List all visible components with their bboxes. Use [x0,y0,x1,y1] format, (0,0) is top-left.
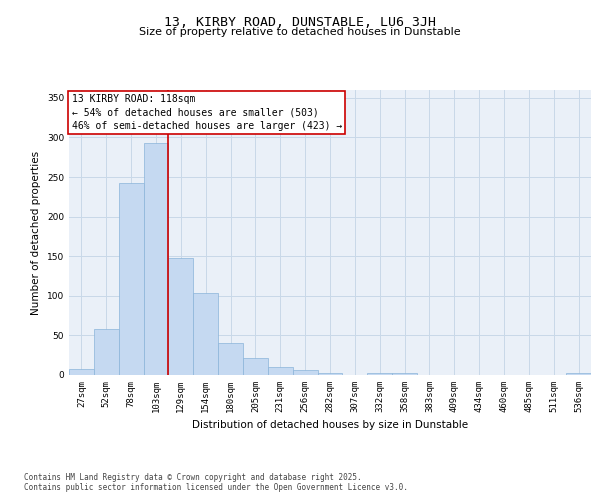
Text: Size of property relative to detached houses in Dunstable: Size of property relative to detached ho… [139,27,461,37]
Y-axis label: Number of detached properties: Number of detached properties [31,150,41,314]
Bar [566,374,591,375]
Bar [143,143,169,375]
Text: Contains HM Land Registry data © Crown copyright and database right 2025.: Contains HM Land Registry data © Crown c… [24,472,362,482]
Bar [392,374,417,375]
Bar [119,182,143,375]
Bar [169,258,193,375]
Bar [317,372,343,375]
Bar [218,344,243,375]
Text: 13, KIRBY ROAD, DUNSTABLE, LU6 3JH: 13, KIRBY ROAD, DUNSTABLE, LU6 3JH [164,16,436,29]
Text: Contains public sector information licensed under the Open Government Licence v3: Contains public sector information licen… [24,484,408,492]
Bar [69,368,94,375]
Bar [243,358,268,375]
Bar [293,370,317,375]
Bar [268,367,293,375]
Text: 13 KIRBY ROAD: 118sqm
← 54% of detached houses are smaller (503)
46% of semi-det: 13 KIRBY ROAD: 118sqm ← 54% of detached … [71,94,342,130]
Bar [94,329,119,375]
Bar [193,292,218,375]
Bar [367,372,392,375]
X-axis label: Distribution of detached houses by size in Dunstable: Distribution of detached houses by size … [192,420,468,430]
